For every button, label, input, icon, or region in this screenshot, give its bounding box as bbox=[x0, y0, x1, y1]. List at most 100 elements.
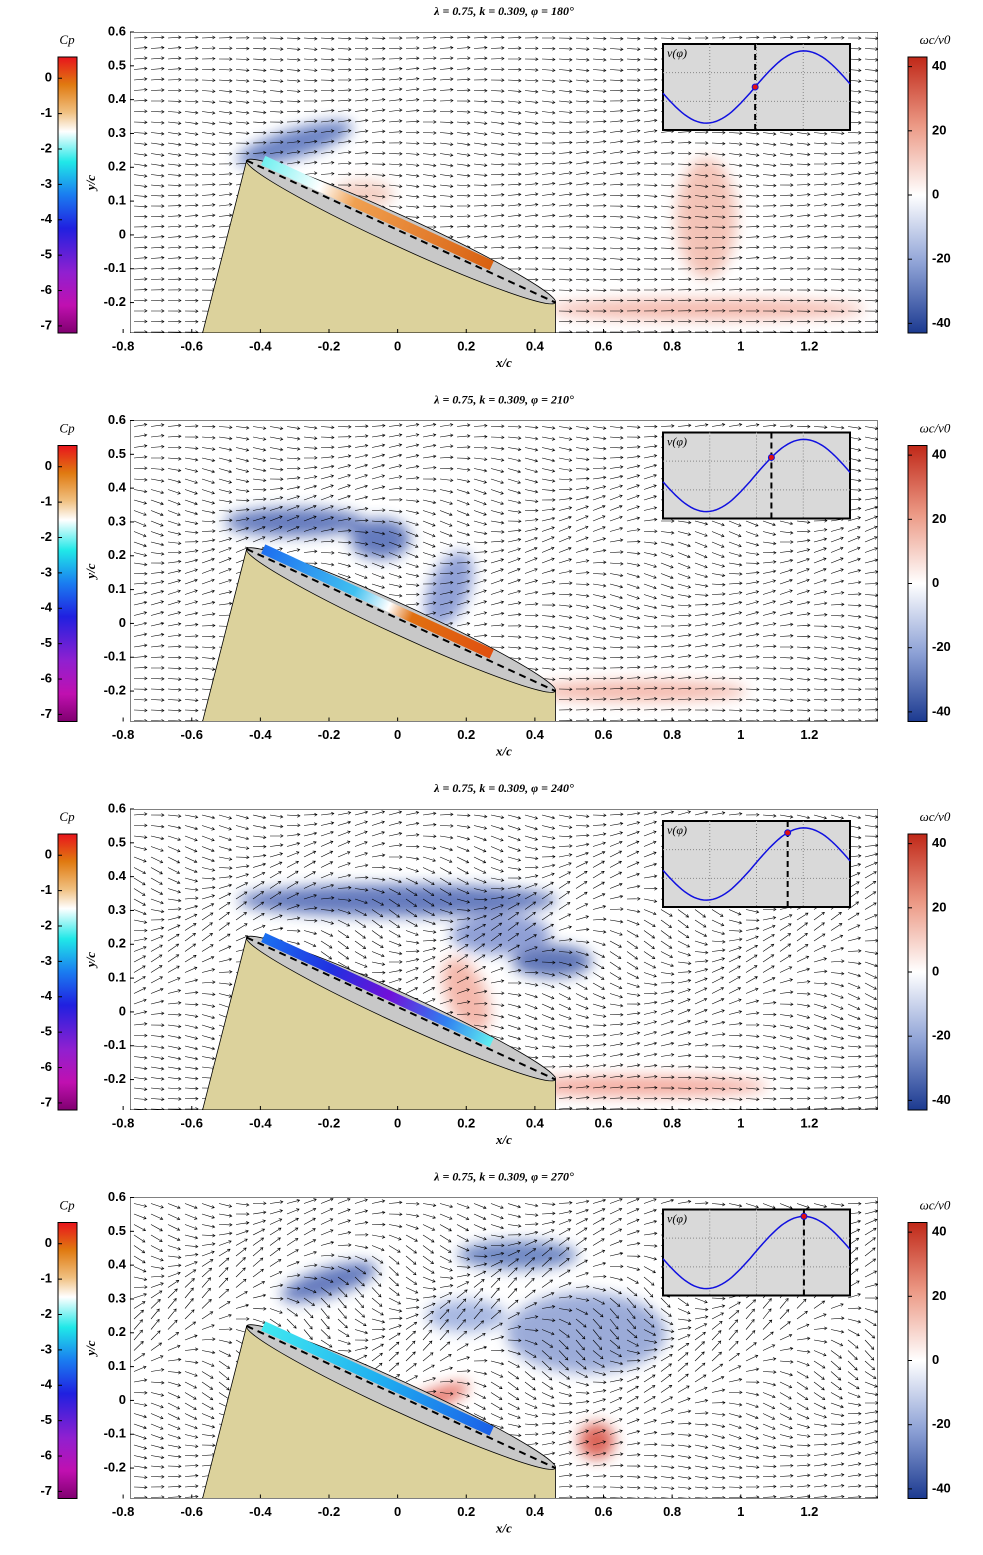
y-tick-label: 0.5 bbox=[108, 446, 126, 461]
colorbar-tick-label: -4 bbox=[40, 211, 52, 226]
chart-title: λ = 0.75, k = 0.309, φ = 240° bbox=[433, 781, 574, 795]
inset-label: v(φ) bbox=[667, 823, 687, 837]
phase-marker bbox=[800, 1212, 808, 1220]
phase-marker bbox=[784, 829, 792, 837]
y-tick-label: 0.3 bbox=[108, 513, 126, 528]
colorbar-label: ωc/v0 bbox=[920, 420, 951, 435]
colorbar bbox=[57, 56, 78, 334]
x-tick-label: 0.8 bbox=[663, 1504, 681, 1519]
chart-title: λ = 0.75, k = 0.309, φ = 270° bbox=[433, 1169, 574, 1183]
colorbar-tick-label: 20 bbox=[932, 122, 946, 137]
y-tick-label: 0 bbox=[119, 226, 126, 241]
x-tick-label: -0.2 bbox=[318, 727, 340, 742]
y-tick-label: 0.6 bbox=[108, 1189, 126, 1204]
y-tick-label: 0.3 bbox=[108, 1290, 126, 1305]
colorbar-tick-label: -7 bbox=[40, 1483, 52, 1498]
x-tick-label: 0 bbox=[394, 1504, 401, 1519]
vorticity-blob bbox=[512, 945, 593, 978]
y-axis-label: y/c bbox=[83, 1340, 98, 1357]
y-tick-label: -0.1 bbox=[104, 1037, 126, 1052]
y-tick-label: 0.6 bbox=[108, 23, 126, 38]
y-tick-label: 0.5 bbox=[108, 834, 126, 849]
colorbar-tick-label: -2 bbox=[40, 917, 52, 932]
y-tick-label: 0.3 bbox=[108, 902, 126, 917]
colorbar-tick-label: -4 bbox=[40, 1377, 52, 1392]
colorbar-tick-label: -3 bbox=[40, 564, 52, 579]
inset: v(φ) bbox=[662, 43, 851, 131]
x-tick-label: -0.6 bbox=[181, 727, 203, 742]
x-tick-label: 0.6 bbox=[594, 1115, 612, 1130]
airfoil bbox=[246, 932, 556, 1082]
x-tick-label: 1.2 bbox=[800, 727, 818, 742]
colorbar-tick-label: 20 bbox=[932, 511, 946, 526]
x-tick-label: 0.4 bbox=[526, 1504, 545, 1519]
colorbar-tick-label: -40 bbox=[932, 1480, 951, 1495]
x-tick-label: 0.8 bbox=[663, 1115, 681, 1130]
inset: v(φ) bbox=[662, 820, 851, 908]
x-axis-label: x/c bbox=[495, 1520, 512, 1535]
colorbar-tick-label: -20 bbox=[932, 1028, 951, 1043]
x-tick-label: 1.2 bbox=[800, 1115, 818, 1130]
colorbar-tick-label: -40 bbox=[932, 703, 951, 718]
vorticity-blob bbox=[578, 1423, 615, 1460]
x-tick-label: -0.8 bbox=[112, 1115, 134, 1130]
phase-marker bbox=[767, 453, 775, 461]
x-tick-label: 0 bbox=[394, 727, 401, 742]
x-tick-label: 1 bbox=[737, 1115, 744, 1130]
y-axis-label: y/c bbox=[83, 952, 98, 969]
chord-line bbox=[246, 159, 556, 304]
velocity-curve bbox=[662, 1215, 851, 1290]
colorbar-label: ωc/v0 bbox=[920, 1197, 951, 1212]
colorbar-label: Cp bbox=[59, 809, 75, 824]
colorbar-tick-label: 0 bbox=[932, 963, 939, 978]
x-tick-label: 1.2 bbox=[800, 338, 818, 353]
y-tick-label: 0.1 bbox=[108, 193, 126, 208]
x-tick-label: -0.2 bbox=[318, 1115, 340, 1130]
vorticity-blob bbox=[425, 551, 474, 628]
y-axis-label: y/c bbox=[83, 563, 98, 580]
y-tick-label: 0 bbox=[119, 1392, 126, 1407]
cp-strip bbox=[261, 1321, 494, 1436]
x-tick-label: 0.8 bbox=[663, 338, 681, 353]
plot-area bbox=[130, 809, 878, 1110]
colorbar-label: ωc/v0 bbox=[920, 809, 951, 824]
colorbar-tick-label: -5 bbox=[40, 1412, 52, 1427]
airfoil bbox=[246, 544, 556, 693]
colorbar-tick-label: -7 bbox=[40, 1094, 52, 1109]
colorbar-tick-label: -3 bbox=[40, 176, 52, 191]
colorbar-tick-label: -3 bbox=[40, 1341, 52, 1356]
x-tick-label: 1.2 bbox=[800, 1504, 818, 1519]
x-tick-label: 0.2 bbox=[457, 727, 475, 742]
colorbar-tick-label: 0 bbox=[45, 1235, 52, 1250]
panel: λ = 0.75, k = 0.309, φ = 180° v(φ) -0.8 -0.… bbox=[40, 4, 950, 370]
chord-line bbox=[246, 936, 556, 1081]
x-tick-label: -0.2 bbox=[318, 338, 340, 353]
colorbar-tick-label: 20 bbox=[932, 899, 946, 914]
x-tick-label: 1 bbox=[737, 1504, 744, 1519]
colorbar-tick-label: -20 bbox=[932, 251, 951, 266]
colorbar-label: Cp bbox=[59, 32, 75, 47]
x-tick-label: 0.2 bbox=[457, 1504, 475, 1519]
colorbar-tick-label: 0 bbox=[932, 1352, 939, 1367]
colorbar-tick-label: -1 bbox=[40, 1271, 52, 1286]
x-tick-label: 0.4 bbox=[526, 727, 545, 742]
y-axis-label: y/c bbox=[83, 175, 98, 192]
colorbar-tick-label: -6 bbox=[40, 1447, 52, 1462]
colorbar-label: Cp bbox=[59, 1197, 75, 1212]
colorbar-tick-label: 0 bbox=[45, 70, 52, 85]
inset-label: v(φ) bbox=[667, 46, 687, 60]
y-tick-label: -0.2 bbox=[104, 1459, 126, 1474]
x-tick-label: -0.4 bbox=[249, 727, 272, 742]
y-tick-label: 0.6 bbox=[108, 412, 126, 427]
colorbar-tick-label: -20 bbox=[932, 1416, 951, 1431]
colorbar-tick-label: -1 bbox=[40, 105, 52, 120]
panel: λ = 0.75, k = 0.309, φ = 270° v(φ) -0.8 -0.… bbox=[40, 1169, 950, 1535]
y-tick-label: 0.3 bbox=[108, 125, 126, 140]
x-tick-label: -0.6 bbox=[181, 1115, 203, 1130]
velocity-curve bbox=[662, 438, 851, 513]
colorbar-tick-label: -6 bbox=[40, 282, 52, 297]
colorbar-tick-label: -1 bbox=[40, 494, 52, 509]
y-tick-label: -0.2 bbox=[104, 682, 126, 697]
x-tick-label: 0.8 bbox=[663, 727, 681, 742]
